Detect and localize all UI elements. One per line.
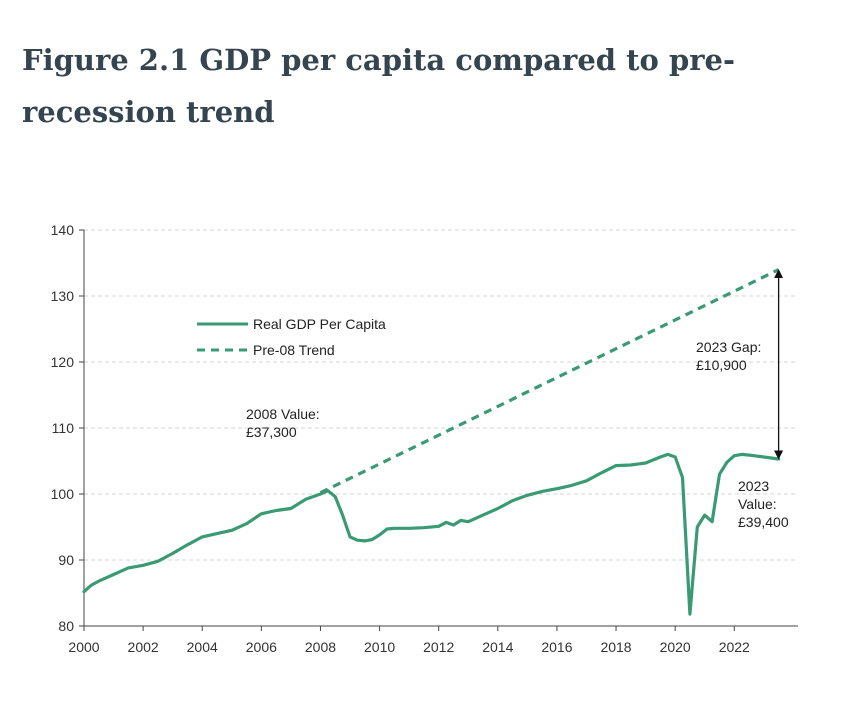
y-tick-label: 80: [58, 618, 74, 634]
x-tick-label: 2008: [305, 639, 336, 655]
axes: 80 90 100 110 120 130 140 2000 2002 2004 2006 2008 2…: [51, 222, 798, 655]
y-tick-label: 130: [51, 288, 75, 304]
annotation-2023-gap: 2023 Gap: £10,900: [696, 339, 761, 373]
x-tick-label: 2006: [246, 639, 277, 655]
legend-label: Pre-08 Trend: [253, 342, 335, 358]
annotation-line: 2008 Value:: [246, 406, 320, 422]
y-tick-label: 90: [58, 552, 74, 568]
series-line-pre-08-trend: [319, 268, 780, 495]
x-tick-label: 2004: [187, 639, 218, 655]
x-tick-label: 2014: [482, 639, 513, 655]
annotation-line: £37,300: [246, 424, 297, 440]
legend-label: Real GDP Per Capita: [253, 316, 386, 332]
annotation-line: £39,400: [738, 514, 789, 530]
x-tick-label: 2022: [719, 639, 750, 655]
legend: Real GDP Per Capita Pre-08 Trend: [197, 316, 386, 358]
y-tick-label: 140: [51, 222, 75, 238]
figure-title: Figure 2.1 GDP per capita compared to pr…: [22, 43, 736, 129]
y-tick-label: 100: [51, 486, 75, 502]
x-tick-label: 2002: [128, 639, 159, 655]
x-tick-label: 2020: [660, 639, 691, 655]
annotation-2008-value: 2008 Value: £37,300: [246, 406, 320, 440]
x-tick-label: 2018: [600, 639, 631, 655]
y-tick-label: 120: [51, 354, 75, 370]
annotations: 2008 Value: £37,300 2023 Gap: £10,900 2023 Va…: [246, 269, 789, 530]
x-tick-label: 2012: [423, 639, 454, 655]
y-tick-label: 110: [52, 420, 75, 436]
x-tick-label: 2000: [68, 639, 99, 655]
annotation-2023-value: 2023 Value: £39,400: [738, 478, 789, 530]
gridlines: [84, 229, 798, 561]
annotation-line: Value:: [738, 496, 777, 512]
annotation-line: 2023: [738, 478, 769, 494]
annotation-line: £10,900: [696, 357, 747, 373]
series-line-real-gdp-per-capita: [82, 452, 781, 616]
annotation-line: 2023 Gap:: [696, 339, 761, 355]
series: [82, 268, 781, 616]
x-tick-label: 2016: [541, 639, 572, 655]
x-tick-label: 2010: [364, 639, 395, 655]
gdp-chart: 80 90 100 110 120 130 140 2000 2002 2004 2006 2008 2…: [51, 222, 798, 655]
